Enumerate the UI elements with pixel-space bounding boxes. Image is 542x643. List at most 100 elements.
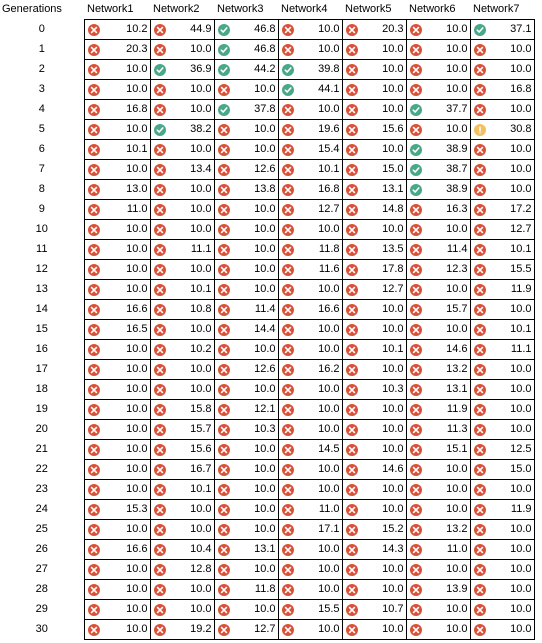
cell-value: 10.0 xyxy=(510,103,532,115)
network3-cell: 10.0 xyxy=(213,79,279,100)
network3-cell: 10.0 xyxy=(213,499,279,520)
table-row: 1 20.3 10.0 46.8 10.0 10.0 10.0 10.0 xyxy=(0,39,535,60)
fail-icon xyxy=(281,563,294,576)
network1-cell: 10.0 xyxy=(83,559,151,580)
fail-icon xyxy=(87,223,100,236)
cell-value: 14.6 xyxy=(446,343,468,355)
network6-cell: 10.0 xyxy=(405,279,471,300)
fail-icon xyxy=(217,583,230,596)
cell-value: 10.0 xyxy=(126,223,148,235)
cell-value: 10.0 xyxy=(446,503,468,515)
fail-icon xyxy=(153,423,166,436)
network4-cell: 10.0 xyxy=(277,459,343,480)
fail-icon xyxy=(409,443,422,456)
fail-icon xyxy=(281,423,294,436)
cell-value: 10.0 xyxy=(318,323,340,335)
table-row: 20 10.0 15.7 10.3 10.0 10.0 11.3 10.0 xyxy=(0,419,535,440)
fail-icon xyxy=(87,203,100,216)
table-row: 3 10.0 10.0 10.0 44.1 10.0 10.0 16.8 xyxy=(0,79,535,100)
network3-header: Network3 xyxy=(217,3,264,15)
network5-cell: 10.0 xyxy=(341,619,407,640)
table-row: 10 10.0 10.0 10.0 10.0 10.0 10.0 12.7 xyxy=(0,219,535,240)
table-row: 26 16.6 10.4 13.1 10.0 14.3 11.0 10.0 xyxy=(0,539,535,560)
table-row: 27 10.0 12.8 10.0 10.0 10.0 10.0 10.0 xyxy=(0,559,535,580)
generation-label: 3 xyxy=(38,83,45,95)
cell-value: 30.8 xyxy=(510,123,532,135)
cell-value: 13.9 xyxy=(446,583,468,595)
fail-icon xyxy=(409,243,422,256)
network2-header: Network2 xyxy=(153,3,200,15)
network1-cell: 10.0 xyxy=(83,159,151,180)
cell-value: 10.0 xyxy=(510,143,532,155)
cell-value: 10.0 xyxy=(510,43,532,55)
generation-label: 23 xyxy=(35,483,48,495)
cell-value: 10.0 xyxy=(126,343,148,355)
cell-value: 17.1 xyxy=(318,523,340,535)
cell-value: 10.0 xyxy=(190,203,212,215)
network4-cell: 11.8 xyxy=(277,239,343,260)
network1-cell: 20.3 xyxy=(83,39,151,60)
cell-value: 37.1 xyxy=(510,23,532,35)
network1-cell: 10.0 xyxy=(83,339,151,360)
generation-label: 26 xyxy=(35,543,48,555)
cell-value: 10.0 xyxy=(446,43,468,55)
network5-cell: 10.0 xyxy=(341,359,407,380)
cell-value: 10.0 xyxy=(318,103,340,115)
fail-icon xyxy=(473,563,486,576)
cell-value: 10.0 xyxy=(254,263,276,275)
network7-cell: 10.0 xyxy=(469,179,535,200)
network7-cell: 10.0 xyxy=(469,619,535,640)
cell-value: 10.0 xyxy=(126,243,148,255)
cell-value: 10.2 xyxy=(126,23,148,35)
fail-icon xyxy=(281,383,294,396)
fail-icon xyxy=(409,583,422,596)
table-row: 22 10.0 16.7 10.0 10.0 14.6 10.0 15.0 xyxy=(0,459,535,480)
cell-value: 10.0 xyxy=(126,603,148,615)
network1-cell: 11.0 xyxy=(83,199,151,220)
fail-icon xyxy=(409,503,422,516)
fail-icon xyxy=(345,163,358,176)
fail-icon xyxy=(409,43,422,56)
network5-cell: 10.0 xyxy=(341,399,407,420)
network5-cell: 10.0 xyxy=(341,59,407,80)
fail-icon xyxy=(409,303,422,316)
network7-cell: 10.0 xyxy=(469,359,535,380)
fail-icon xyxy=(473,543,486,556)
network5-cell: 10.0 xyxy=(341,219,407,240)
cell-value: 15.7 xyxy=(446,303,468,315)
cell-value: 12.5 xyxy=(510,443,532,455)
network3-cell: 11.8 xyxy=(213,579,279,600)
cell-value: 10.1 xyxy=(190,283,212,295)
generation-label: 0 xyxy=(38,23,45,35)
cell-value: 10.0 xyxy=(382,623,404,635)
fail-icon xyxy=(217,183,230,196)
cell-value: 10.0 xyxy=(318,223,340,235)
generation-label: 2 xyxy=(38,63,45,75)
fail-icon xyxy=(473,143,486,156)
cell-value: 38.7 xyxy=(446,163,468,175)
network5-cell: 10.0 xyxy=(341,499,407,520)
fail-icon xyxy=(217,603,230,616)
fail-icon xyxy=(345,503,358,516)
cell-value: 10.0 xyxy=(190,83,212,95)
cell-value: 19.2 xyxy=(190,623,212,635)
network2-cell: 10.0 xyxy=(149,379,215,400)
fail-icon xyxy=(345,343,358,356)
network5-cell: 10.0 xyxy=(341,319,407,340)
fail-icon xyxy=(345,363,358,376)
cell-value: 11.1 xyxy=(190,243,212,255)
network6-cell: 14.6 xyxy=(405,339,471,360)
cell-value: 10.0 xyxy=(126,123,148,135)
network1-cell: 10.0 xyxy=(83,579,151,600)
network3-cell: 10.0 xyxy=(213,559,279,580)
cell-value: 10.0 xyxy=(446,83,468,95)
fail-icon xyxy=(153,583,166,596)
cell-value: 11.9 xyxy=(446,403,468,415)
fail-icon xyxy=(217,163,230,176)
fail-icon xyxy=(473,523,486,536)
fail-icon xyxy=(345,183,358,196)
cell-value: 10.0 xyxy=(382,303,404,315)
fail-icon xyxy=(473,223,486,236)
cell-value: 10.0 xyxy=(254,223,276,235)
network5-cell: 15.6 xyxy=(341,119,407,140)
